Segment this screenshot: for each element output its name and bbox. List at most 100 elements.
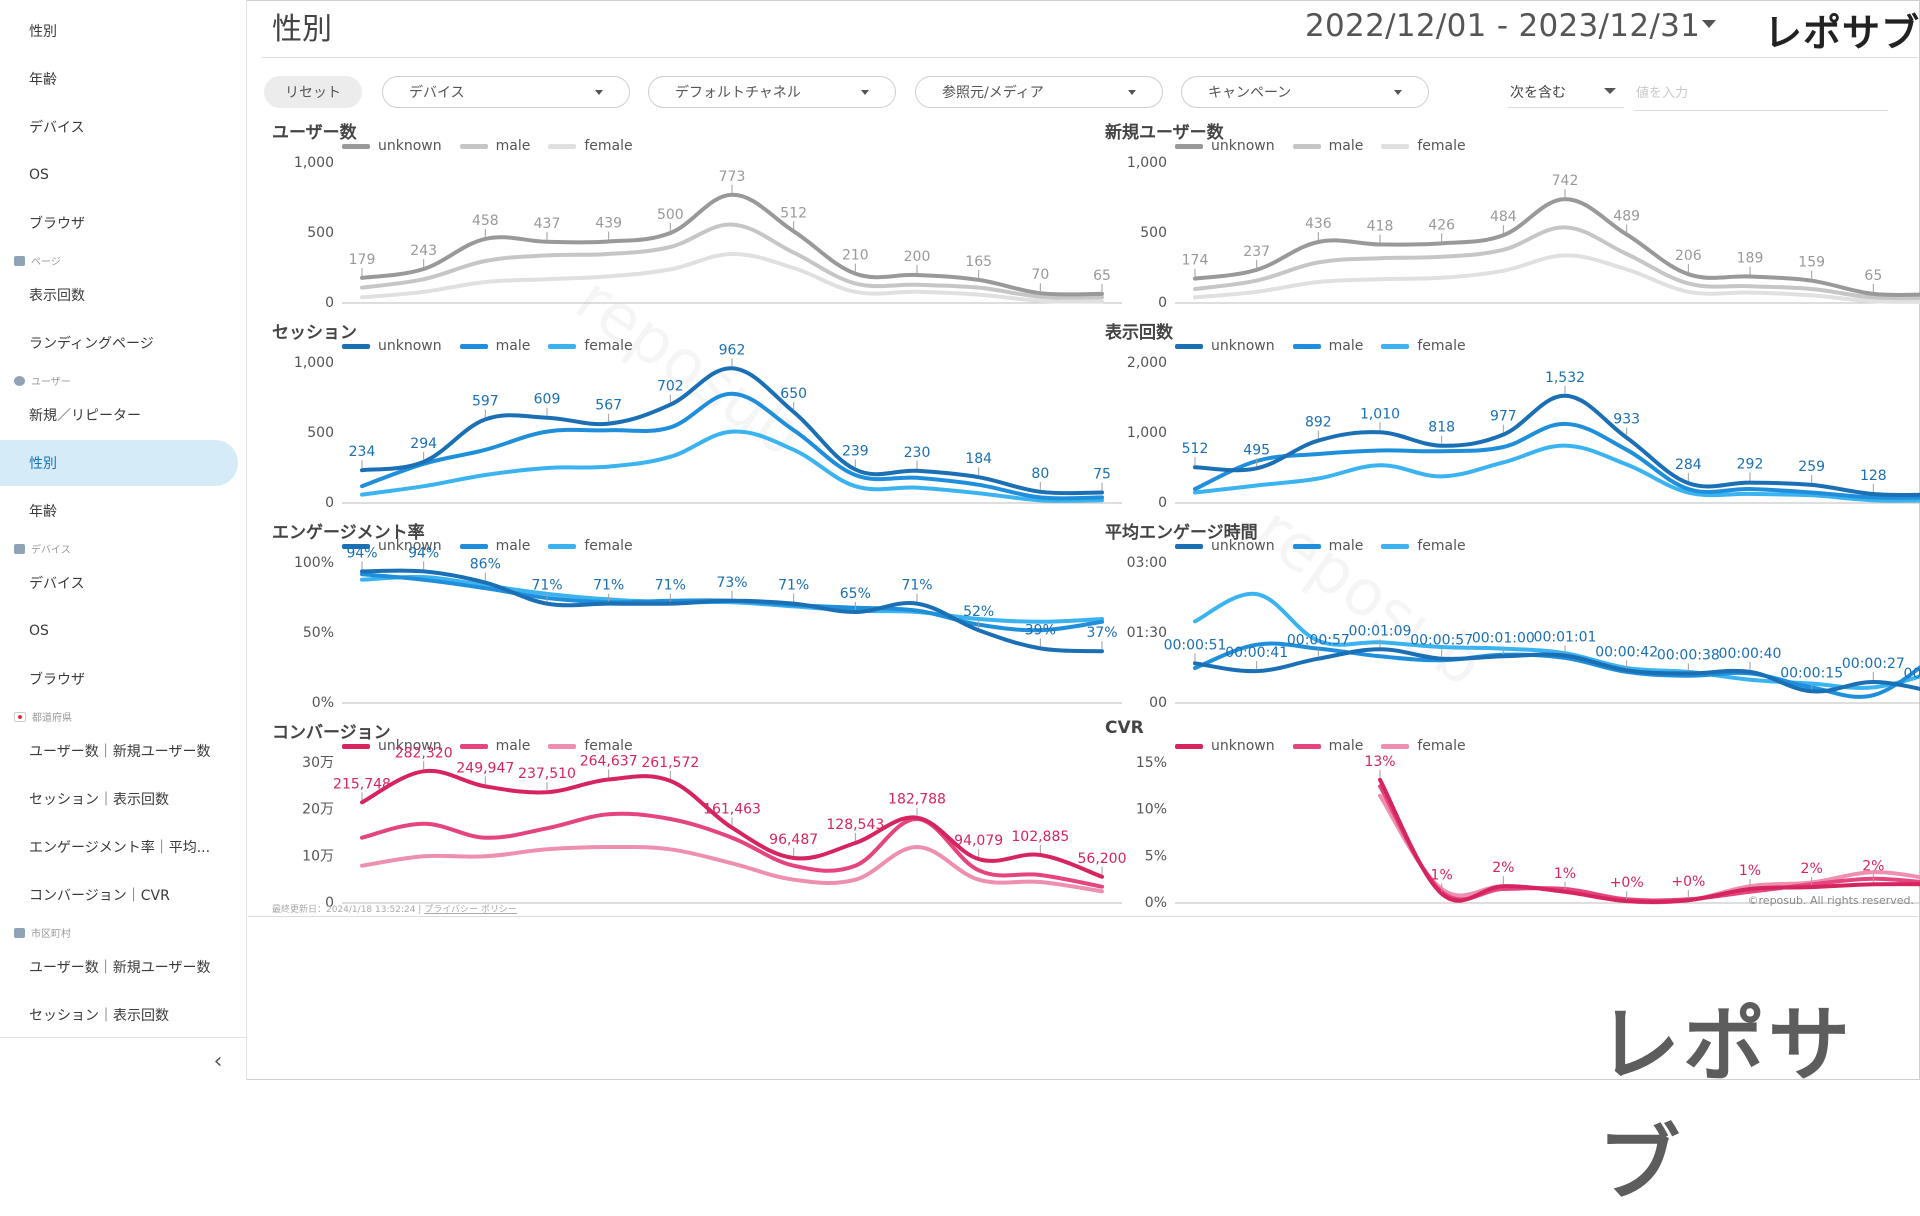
series-line-unknown[interactable] (360, 568, 1104, 654)
legend-item[interactable]: female (1381, 738, 1466, 754)
series-line-female[interactable] (1193, 443, 1920, 503)
series-line-unknown[interactable] (1378, 777, 1920, 905)
data-label: 128,543 (826, 817, 884, 833)
series-line-male[interactable] (1378, 784, 1920, 903)
data-label: 71% (901, 578, 932, 594)
sidebar-item-browser[interactable]: ブラウザ (29, 672, 85, 688)
legend-item[interactable]: unknown (342, 738, 442, 754)
legend-item[interactable]: unknown (1175, 338, 1275, 354)
legend-item[interactable]: female (548, 138, 633, 154)
legend-item[interactable]: unknown (1175, 538, 1275, 554)
legend-item[interactable]: female (1381, 538, 1466, 554)
legend-item[interactable]: unknown (1175, 738, 1275, 754)
series-line-unknown[interactable] (1193, 647, 1920, 694)
sidebar-item-pref-conversion[interactable]: コンバージョン｜CVR (29, 888, 170, 904)
series-line-male[interactable] (1193, 641, 1920, 699)
sidebar-item-pref-engagement[interactable]: エンゲージメント率｜平均... (29, 840, 211, 856)
sidebar-item-pref-sessions[interactable]: セッション｜表示回数 (29, 792, 169, 808)
legend-item[interactable]: female (548, 538, 633, 554)
series-line-unknown[interactable] (1193, 393, 1920, 497)
campaign-filter[interactable]: キャンペーン (1181, 76, 1429, 108)
legend-item[interactable]: female (1381, 338, 1466, 354)
section-label: ページ (31, 257, 61, 268)
series-line-unknown[interactable] (360, 366, 1104, 496)
legend-item[interactable]: unknown (1175, 138, 1275, 154)
series-line-unknown[interactable] (360, 768, 1104, 879)
sidebar-item-landing-page[interactable]: ランディングページ (29, 336, 154, 352)
legend-label: unknown (378, 138, 442, 154)
chart-title: 表示回数 (1105, 323, 1173, 343)
series-line-male[interactable] (360, 391, 1104, 501)
data-label: 00:01:00 (1472, 630, 1535, 646)
data-label: 264,637 (580, 754, 638, 770)
series-line-female[interactable] (360, 251, 1104, 304)
legend-item[interactable]: male (1292, 738, 1363, 754)
privacy-policy-link[interactable]: プライバシー ポリシー (424, 905, 517, 915)
series-line-male[interactable] (1193, 225, 1920, 301)
section-label: 都道府県 (32, 713, 72, 724)
data-label: 742 (1552, 173, 1579, 189)
legend-item[interactable]: female (1381, 138, 1466, 154)
condition-select[interactable]: 次を含む (1508, 76, 1624, 108)
sidebar-item-browser-top[interactable]: ブラウザ (29, 216, 85, 232)
sidebar-item-age-top[interactable]: 年齢 (29, 72, 57, 88)
data-label: 500 (657, 207, 684, 223)
data-label: 00:00:57 (1410, 633, 1473, 649)
legend-item[interactable]: male (1292, 538, 1363, 554)
series-line-unknown[interactable] (1193, 197, 1920, 298)
legend-swatch (1175, 743, 1203, 749)
data-label: +0% (1671, 874, 1705, 890)
sidebar-item-os[interactable]: OS (29, 623, 49, 639)
legend-label: unknown (1211, 138, 1275, 154)
legend-item[interactable]: female (548, 738, 633, 754)
chevron-down-icon[interactable] (1702, 20, 1716, 28)
legend-item[interactable]: female (548, 338, 633, 354)
sidebar-item-pref-users[interactable]: ユーザー数｜新規ユーザー数 (29, 744, 211, 760)
sidebar-item-gender[interactable]: 性別 (0, 440, 238, 486)
legend-swatch (548, 143, 577, 149)
chevron-left-icon[interactable]: ‹ (213, 1049, 223, 1074)
legend-label: female (584, 538, 633, 554)
sidebar-item-os-top[interactable]: OS (29, 167, 49, 183)
legend-item[interactable]: unknown (342, 338, 442, 354)
date-range-picker[interactable]: 2022/12/01 - 2023/12/31 (1305, 8, 1701, 44)
legend-item[interactable]: male (459, 338, 531, 354)
sidebar-item-pageviews[interactable]: 表示回数 (29, 288, 85, 304)
series-line-female[interactable] (360, 844, 1104, 894)
sidebar-item-age[interactable]: 年齢 (29, 504, 57, 520)
series-line-male[interactable] (360, 811, 1104, 889)
series-line-female[interactable] (360, 429, 1104, 503)
legend-item[interactable]: male (459, 138, 530, 154)
legend-label: male (495, 338, 531, 354)
legend-item[interactable]: male (1292, 338, 1363, 354)
legend-item[interactable]: unknown (342, 538, 442, 554)
source-medium-filter[interactable]: 参照元/メディア (915, 76, 1163, 108)
sidebar-item-city-sessions[interactable]: セッション｜表示回数 (29, 1008, 169, 1024)
legend-item[interactable]: unknown (342, 138, 442, 154)
chart-legend: unknown male female (342, 138, 633, 154)
reset-button[interactable]: リセット (264, 76, 362, 108)
legend-item[interactable]: male (459, 738, 530, 754)
series-line-unknown[interactable] (360, 192, 1104, 297)
legend-item[interactable]: male (1292, 138, 1363, 154)
legend-swatch (548, 343, 577, 349)
building-icon (14, 927, 25, 938)
legend-swatch (342, 543, 370, 549)
sidebar-item-gender-top[interactable]: 性別 (29, 24, 57, 40)
sidebar-item-device-top[interactable]: デバイス (29, 120, 85, 136)
series-line-male[interactable] (1193, 421, 1920, 500)
chart-legend: unknown male female (1175, 538, 1466, 554)
sidebar-item-device[interactable]: デバイス (29, 576, 85, 592)
sidebar-item-city-users[interactable]: ユーザー数｜新規ユーザー数 (29, 960, 211, 976)
sidebar-item-new-returning[interactable]: 新規／リピーター (29, 408, 141, 424)
legend-swatch (1292, 743, 1321, 749)
filter-value-input[interactable] (1634, 76, 1888, 111)
device-filter[interactable]: デバイス (382, 76, 630, 108)
legend-item[interactable]: male (459, 538, 530, 554)
data-label: 243 (410, 243, 437, 259)
data-label: 75 (1093, 467, 1111, 483)
series-line-female[interactable] (1193, 253, 1920, 304)
data-label: 94% (408, 545, 439, 561)
channel-filter[interactable]: デフォルトチャネル (648, 76, 896, 108)
series-line-male[interactable] (360, 222, 1104, 300)
